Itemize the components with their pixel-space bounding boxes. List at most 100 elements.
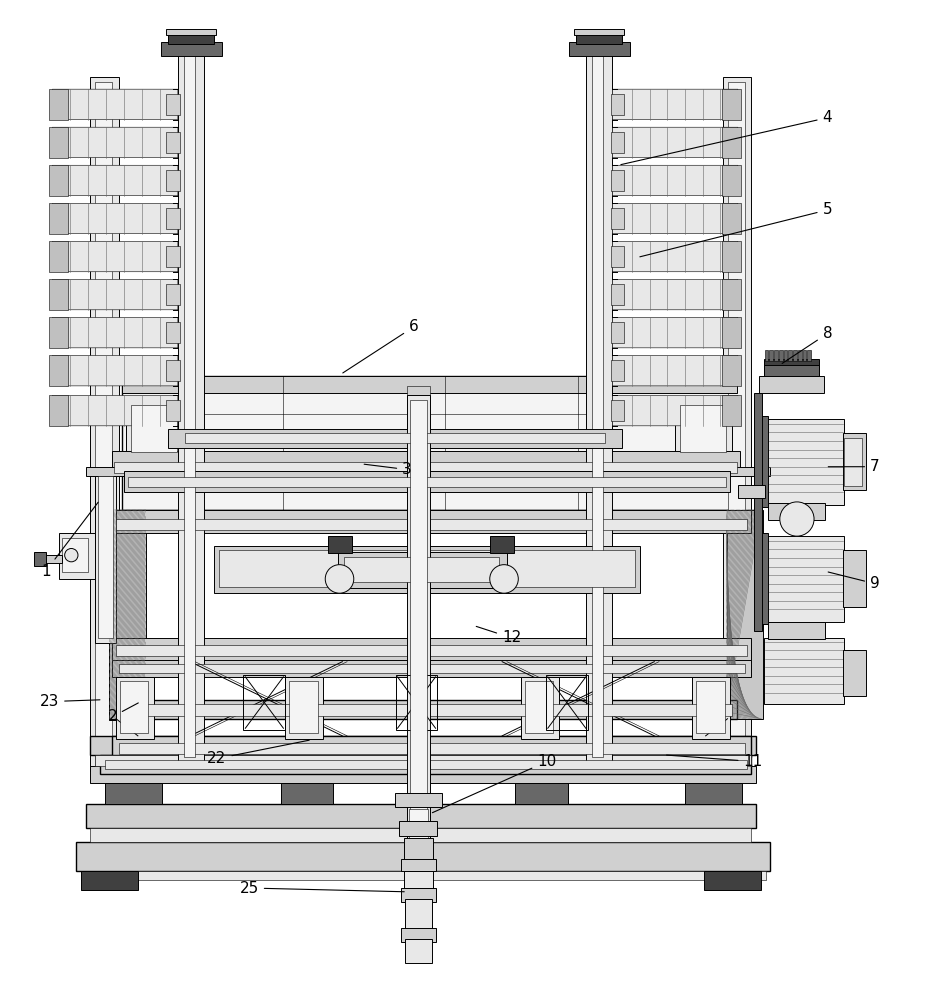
Bar [407,386,430,500]
Bar [219,550,635,587]
Bar [779,350,783,361]
Bar [49,279,68,310]
Bar [161,42,222,56]
Polygon shape [52,279,178,310]
Bar [407,395,430,819]
Bar [34,552,46,566]
Bar [546,675,588,730]
Bar [62,538,88,572]
Bar [754,393,762,631]
Circle shape [490,565,518,593]
Bar [722,279,741,310]
Polygon shape [612,203,738,234]
Polygon shape [612,355,738,386]
Bar [611,246,624,267]
Bar [784,350,787,361]
Bar [611,170,624,191]
Bar [490,536,514,553]
Polygon shape [52,241,178,272]
Bar [768,503,825,520]
Bar [49,317,68,348]
Bar [401,928,436,942]
Circle shape [780,502,814,536]
Bar [112,510,751,533]
Polygon shape [52,395,178,426]
Bar [611,208,624,229]
Bar [124,471,730,492]
Bar [401,859,436,871]
Bar [124,704,732,716]
Bar [704,871,761,890]
Bar [611,94,624,115]
Bar [723,77,751,771]
Bar [405,899,432,933]
Bar [166,400,180,421]
Bar [116,519,747,530]
Bar [803,350,806,361]
Bar [116,645,747,656]
Bar [49,241,68,272]
Bar [759,533,768,624]
Text: 12: 12 [476,626,521,645]
Bar [611,284,624,305]
Bar [738,485,765,498]
Bar [764,359,819,376]
Bar [768,622,825,639]
Bar [843,550,866,607]
Bar [86,804,756,828]
Bar [843,433,866,490]
Bar [105,760,747,769]
Bar [109,510,146,719]
Bar [126,400,184,462]
Bar [166,94,180,115]
Bar [344,557,499,582]
Bar [243,675,285,730]
Bar [765,350,768,361]
Bar [410,400,427,814]
Bar [586,48,612,762]
Text: 2: 2 [107,703,138,724]
Bar [49,165,68,196]
Text: 7: 7 [828,459,880,474]
Bar [515,783,568,804]
Bar [122,376,737,393]
Bar [396,675,437,730]
Bar [166,208,180,229]
Bar [728,82,745,766]
Bar [90,828,751,842]
Bar [112,451,740,474]
Bar [793,350,797,361]
Bar [409,809,428,857]
Text: 4: 4 [621,110,832,165]
Bar [116,677,154,739]
Bar [722,317,741,348]
Polygon shape [612,241,738,272]
Bar [95,82,112,766]
Polygon shape [52,355,178,386]
Bar [49,395,68,426]
Polygon shape [52,203,178,234]
Bar [692,677,730,739]
Bar [569,42,630,56]
Bar [81,871,766,880]
Bar [285,677,323,739]
Text: 25: 25 [240,881,404,896]
Bar [112,736,751,757]
Bar [759,416,768,507]
Bar [112,660,751,677]
Bar [404,838,433,861]
Bar [611,400,624,421]
Bar [521,677,559,739]
Bar [759,376,824,393]
Bar [592,53,603,757]
Bar [769,350,773,361]
Polygon shape [612,89,738,120]
Bar [166,170,180,191]
Polygon shape [52,127,178,158]
Polygon shape [52,165,178,196]
Bar [722,395,741,426]
Bar [722,355,741,386]
Bar [685,783,742,804]
Bar [722,203,741,234]
Bar [405,939,432,963]
